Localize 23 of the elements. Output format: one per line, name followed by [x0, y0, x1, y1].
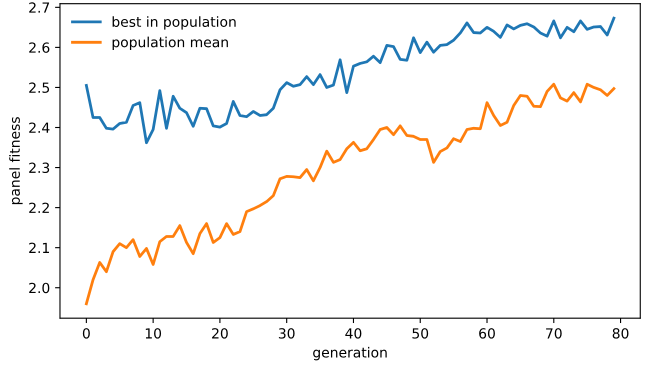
y-tick-label: 2.5 [29, 82, 50, 93]
y-tick-label: 2.0 [29, 282, 50, 294]
x-tick-label: 10 [146, 328, 162, 339]
y-tick-label: 2.3 [29, 162, 50, 174]
y-axis-title: panel fitness [9, 117, 23, 204]
y-tick-label: 2.7 [29, 2, 50, 13]
x-tick-label: 30 [278, 328, 295, 339]
x-tick-label: 50 [412, 328, 428, 339]
line-series [84, 82, 616, 306]
line-series [84, 16, 616, 144]
x-tick-label: 70 [546, 328, 562, 339]
y-tick-label: 2.2 [29, 202, 49, 213]
y-tick-label: 2.6 [29, 42, 50, 53]
x-tick-label: 0 [82, 328, 90, 339]
x-tick-label: 80 [612, 328, 628, 339]
legend-label: population mean [112, 36, 228, 50]
x-tick-label: 40 [345, 328, 362, 339]
x-axis-title: generation [313, 346, 387, 360]
x-tick-label: 60 [479, 328, 495, 339]
y-tick-label: 2.1 [29, 242, 49, 253]
x-tick-label: 20 [212, 328, 228, 339]
legend-label: best in population [112, 16, 236, 30]
y-tick-label: 2.4 [29, 122, 50, 133]
